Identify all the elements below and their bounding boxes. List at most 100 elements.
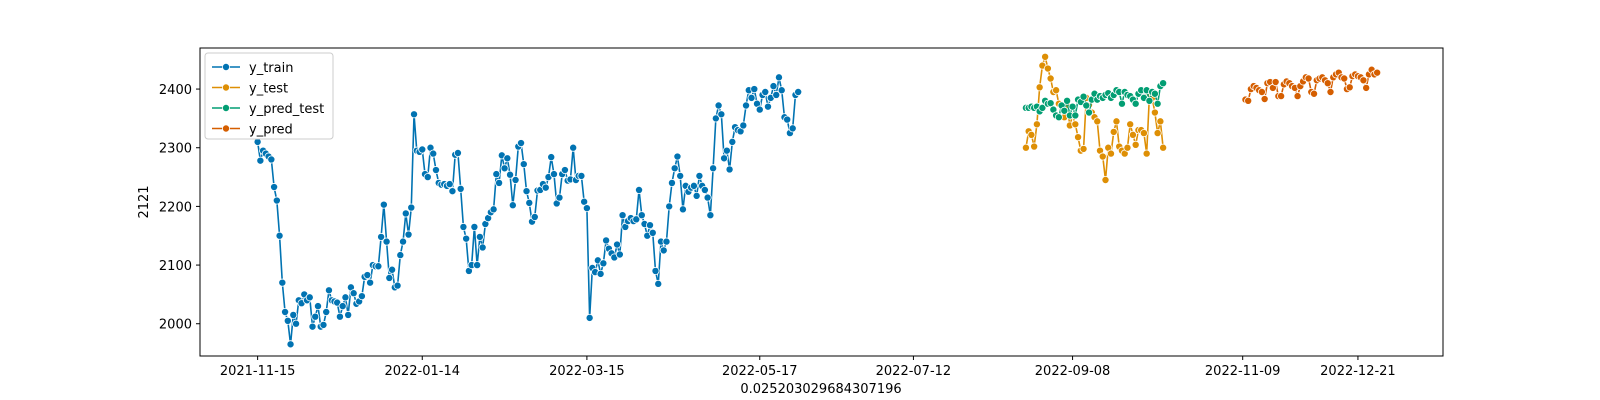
y_train-point [676,171,685,180]
y-tick-label: 2300 [159,142,192,157]
y_train-point [335,312,344,321]
y_train-point [366,278,375,287]
y_pred-point [1326,88,1335,97]
y_train-point [689,181,698,190]
y_train-point [445,180,454,189]
legend-marker-y_test [221,83,230,92]
y_train-point [560,166,569,175]
y_train-point [692,191,701,200]
legend-label-y_pred: y_pred [249,123,293,138]
y_test-point [1126,120,1135,129]
y_train-point [311,312,320,321]
y_train-point [711,114,720,123]
y_train-point [635,185,644,194]
y_train-point [547,153,556,162]
y_train-point [709,164,718,173]
x-tick-label: 2022-07-12 [876,364,952,379]
y_train-point [665,202,674,211]
y_test-point [1043,64,1052,73]
y_train-point [453,149,462,158]
y_train-point [706,211,715,220]
y_train-point [256,156,265,165]
y_train-point [363,271,372,280]
y_train-point [357,292,366,301]
y_pred_test-point [1082,101,1091,110]
y_train-point [742,101,751,110]
y_train-point [788,124,797,133]
y_train-point [769,82,778,91]
y_test-point [1021,143,1030,152]
y_train-point [783,115,792,124]
y_test-point [1032,120,1041,129]
y_train-point [673,152,682,161]
y_test-point [1071,120,1080,129]
y_pred_test-point [1145,96,1154,105]
y_train-point [396,251,405,260]
x-tick-label: 2022-12-21 [1320,364,1396,379]
series-y_test [1021,52,1168,184]
y_train-point [418,145,427,154]
y-tick-label: 2400 [159,83,192,98]
y_train-point [272,196,281,205]
series-layer [253,52,1382,349]
y_train-point [522,187,531,196]
y_pred_test-point [1060,106,1069,115]
y_test-point [1098,152,1107,161]
y_train-point [555,193,564,202]
y_pred-point [1260,95,1269,104]
y_train-point [492,170,501,179]
y_pred-point [1304,74,1313,83]
y_train-point [794,88,803,97]
x-axis-label: 0.025203029684307196 [740,382,901,397]
y_pred-point [1277,92,1286,101]
y_train-point [503,154,512,163]
y_train-point [278,278,287,287]
y_train-point [714,101,723,110]
y_train-point [423,173,432,182]
series-y_train [253,73,803,349]
y_pred-point [1257,88,1266,97]
y_test-point [1112,117,1121,126]
y_train-point [750,85,759,94]
x-tick-label: 2022-09-08 [1035,364,1111,379]
plot-frame [199,47,1444,357]
y_test-point [1074,133,1083,142]
y-axis: 2000 2100 2200 2300 2400 [159,83,200,333]
y_test-point [1093,117,1102,126]
y_train-point [651,266,660,275]
y_test-point [1139,129,1148,138]
y_test-point [1159,143,1168,152]
y_train-point [667,178,676,187]
y_train-point [662,237,671,246]
y_train-point [431,166,440,175]
y_train-point [739,121,748,130]
y_train-point [615,250,624,259]
y_train-point [382,237,391,246]
y_test-point [1156,117,1165,126]
y_pred-point [1310,89,1319,98]
legend: y_train y_test y_pred_test y_pred [204,52,334,140]
y_train-point [379,200,388,209]
y_test-point [1041,52,1050,61]
y_train-point [410,110,419,119]
y_train-point [500,164,509,173]
y_test-point [1035,83,1044,92]
y-tick-label: 2200 [159,200,192,215]
x-tick-label: 2022-05-17 [722,364,798,379]
y_train-point [772,90,781,99]
legend-label-y_pred_test: y_pred_test [249,102,324,117]
y_train-point [429,149,438,158]
y_train-point [267,155,276,164]
x-tick-label: 2022-11-09 [1205,364,1281,379]
y_test-point [1123,143,1132,152]
y_test-point [1153,129,1162,138]
y_train-point [404,230,413,239]
y_train-point [495,178,504,187]
y_train-point [462,234,471,243]
y_pred-point [1373,68,1382,77]
y_train-point [511,175,520,184]
y_train-point [473,261,482,270]
y_test-point [1128,130,1137,139]
y_train-point [475,232,484,241]
